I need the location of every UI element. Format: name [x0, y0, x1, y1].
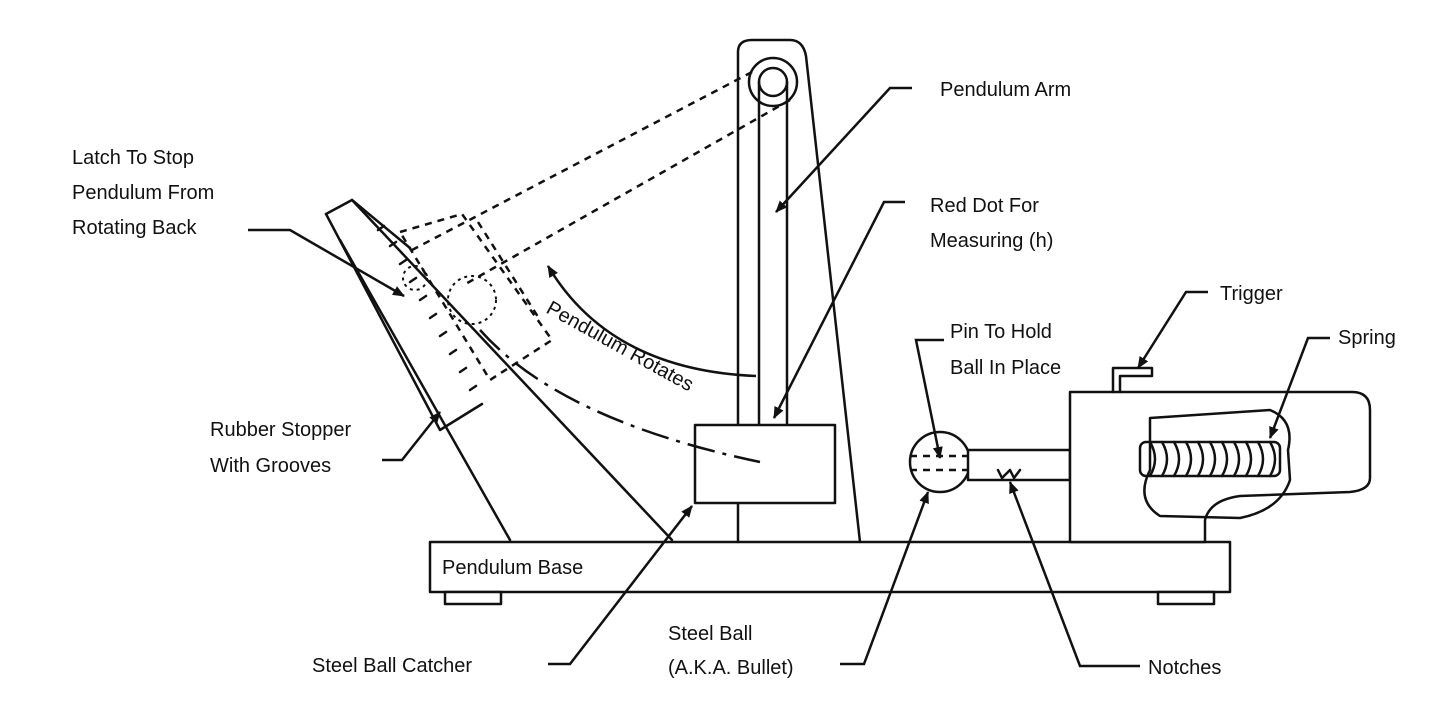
steel-ball: [908, 430, 972, 494]
rubber-stopper-label-line2: With Grooves: [210, 455, 331, 477]
latch-label-line2: Pendulum From: [72, 182, 214, 204]
pendulum-bob-catcher: [693, 423, 837, 505]
leader-lines: [248, 86, 1330, 668]
pendulum-base: [428, 540, 1232, 606]
steel-ball-label-line1: Steel Ball: [668, 623, 753, 645]
pendulum-base-label: Pendulum Base: [442, 557, 583, 579]
spring-label: Spring: [1338, 327, 1396, 349]
pin-label-line1: Pin To Hold: [950, 321, 1052, 343]
pendulum-arm: [757, 80, 789, 427]
steel-ball-catcher-label: Steel Ball Catcher: [312, 655, 472, 677]
spring-gun-housing: [1068, 366, 1372, 544]
red-dot-label-line1: Red Dot For: [930, 195, 1039, 217]
pendulum-arm-label: Pendulum Arm: [940, 79, 1071, 101]
steel-ball-label-line2: (A.K.A. Bullet): [668, 657, 794, 679]
launcher-barrel: [908, 430, 1072, 494]
pendulum-rotates-label: Pendulum Rotates: [543, 297, 698, 396]
latch-ratchet: [324, 198, 484, 432]
trigger-lever: [1111, 366, 1154, 394]
latch-label-line3: Rotating Back: [72, 217, 198, 239]
red-dot-label-line2: Measuring (h): [930, 230, 1053, 252]
rotation-arrow: [546, 265, 757, 378]
rubber-stopper-label-line1: Rubber Stopper: [210, 419, 352, 441]
notches-label: Notches: [1148, 657, 1221, 679]
spring-coils: [1138, 440, 1282, 478]
latch-label-line1: Latch To Stop: [72, 147, 194, 169]
frame-lines: [338, 198, 761, 542]
trigger-label: Trigger: [1220, 283, 1283, 305]
pin-label-line2: Ball In Place: [950, 357, 1061, 379]
